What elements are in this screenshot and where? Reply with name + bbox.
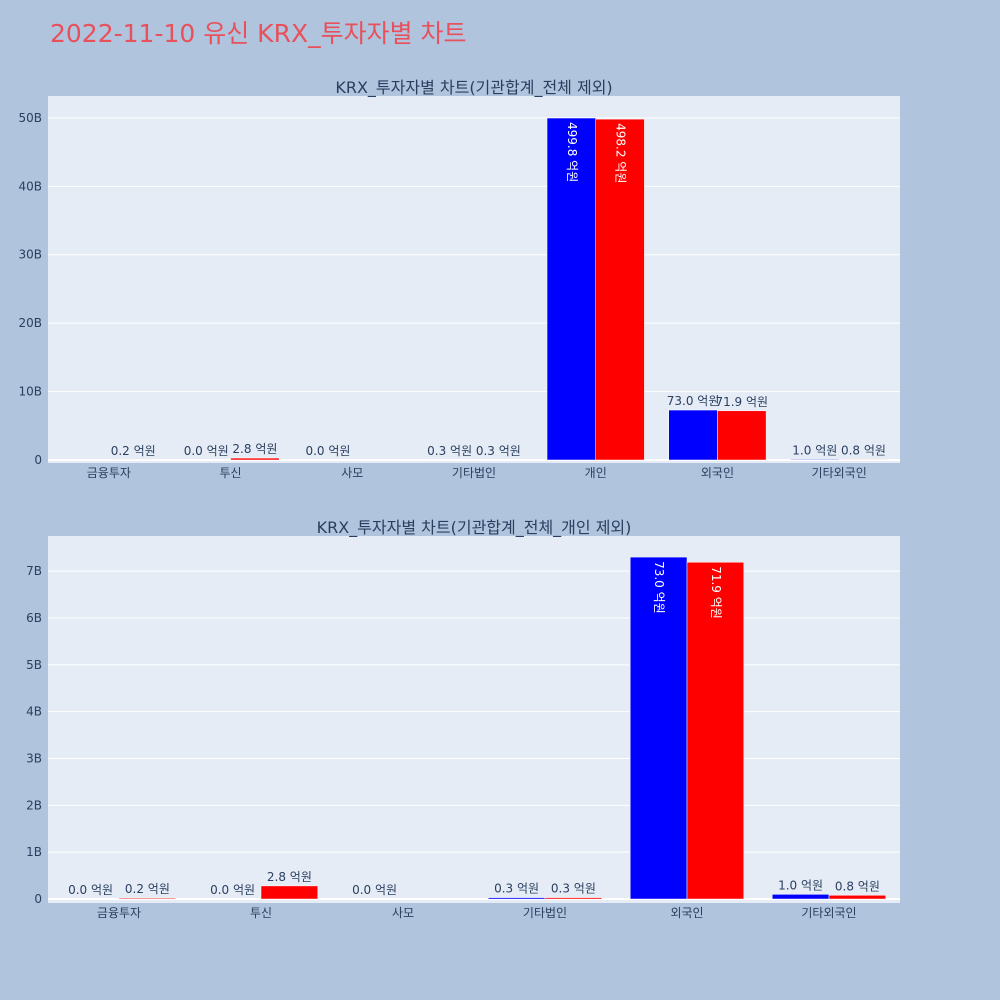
plot-area (48, 96, 900, 463)
value-label: 498.2 억원 (614, 123, 628, 183)
bar (686, 561, 745, 900)
y-tick-label: 6B (26, 611, 42, 625)
x-tick-label: 기타법인 (452, 466, 496, 480)
bar (230, 457, 280, 461)
bar (487, 897, 546, 900)
x-tick-label: 투신 (250, 906, 272, 920)
value-label: 0.2 억원 (125, 882, 170, 896)
x-tick-label: 금융투자 (97, 906, 141, 920)
value-label: 0.0 억원 (210, 883, 255, 897)
plot-area (48, 536, 900, 903)
y-tick-label: 20B (18, 316, 42, 330)
value-label: 0.2 억원 (111, 444, 156, 458)
bar (828, 895, 887, 900)
value-label: 0.8 억원 (835, 879, 880, 893)
y-tick-label: 0 (34, 892, 42, 906)
y-tick-label: 40B (18, 179, 42, 193)
value-label: 73.0 억원 (667, 394, 720, 408)
chart-title: KRX_투자자별 차트(기관합계_전체_개인 제외) (317, 518, 632, 538)
bar (595, 118, 645, 461)
value-label: 73.0 억원 (652, 561, 666, 614)
bar (668, 409, 718, 461)
bar (118, 897, 177, 900)
y-tick-label: 10B (18, 385, 42, 399)
value-label: 0.0 억원 (184, 444, 229, 458)
x-tick-label: 기타법인 (523, 906, 567, 920)
value-label: 2.8 억원 (232, 442, 277, 456)
value-label: 1.0 억원 (778, 878, 823, 892)
x-tick-label: 사모 (341, 466, 363, 480)
y-tick-label: 5B (26, 658, 42, 672)
value-label: 0.8 억원 (841, 443, 886, 457)
bar (544, 897, 603, 900)
y-tick-label: 2B (26, 798, 42, 812)
y-tick-label: 7B (26, 564, 42, 578)
chart-title: KRX_투자자별 차트(기관합계_전체 제외) (335, 78, 612, 98)
bar (771, 894, 830, 900)
value-label: 0.3 억원 (551, 882, 596, 896)
y-tick-label: 0 (34, 453, 42, 467)
value-label: 0.0 억원 (68, 883, 113, 897)
y-tick-label: 30B (18, 248, 42, 262)
y-tick-label: 50B (18, 111, 42, 125)
x-tick-label: 금융투자 (87, 466, 131, 480)
bar (838, 459, 889, 461)
value-label: 71.9 억원 (709, 566, 723, 619)
value-label: 0.3 억원 (476, 444, 521, 458)
page-title: 2022-11-10 유신 KRX_투자자별 차트 (50, 19, 467, 48)
value-label: 1.0 억원 (792, 443, 837, 457)
bar (260, 885, 319, 900)
x-tick-label: 기타외국인 (812, 466, 867, 480)
x-tick-label: 사모 (392, 906, 414, 920)
bar (629, 556, 688, 900)
value-label: 71.9 억원 (715, 395, 768, 409)
x-tick-label: 외국인 (701, 466, 734, 480)
y-tick-label: 4B (26, 705, 42, 719)
bar (546, 117, 596, 461)
x-tick-label: 기타외국인 (801, 906, 856, 920)
value-label: 2.8 억원 (267, 870, 312, 884)
x-tick-label: 투신 (220, 466, 242, 480)
value-label: 0.0 억원 (352, 883, 397, 897)
bar (790, 459, 840, 461)
value-label: 0.3 억원 (494, 882, 539, 896)
bar (717, 410, 767, 461)
value-label: 0.0 억원 (305, 444, 350, 458)
x-tick-label: 개인 (585, 466, 607, 480)
x-tick-label: 외국인 (670, 906, 703, 920)
y-tick-label: 1B (26, 845, 42, 859)
value-label: 499.8 억원 (565, 122, 579, 182)
value-label: 0.3 억원 (427, 444, 472, 458)
y-tick-label: 3B (26, 751, 42, 765)
